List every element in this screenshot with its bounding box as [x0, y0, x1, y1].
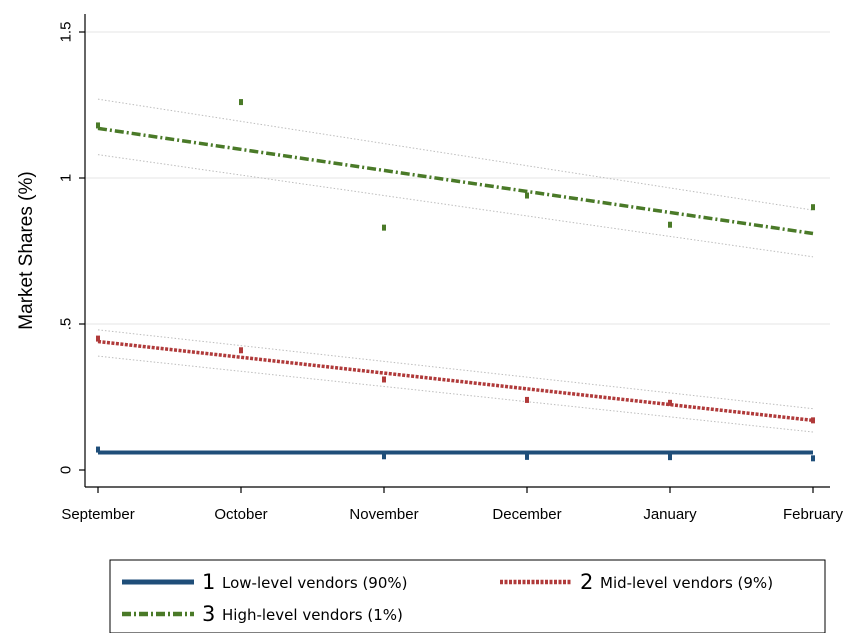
- y-tick-label-2: 1: [57, 174, 74, 182]
- data-point-1-1: [382, 453, 386, 460]
- grid-lines: [85, 31, 830, 325]
- series-lines: [97, 126, 814, 455]
- data-point-2-5: [811, 417, 815, 424]
- ci-band-3-1: [97, 98, 814, 211]
- legend-number-3: 3: [202, 602, 215, 626]
- x-tick-label-3: December: [492, 506, 561, 523]
- data-point-1-3: [668, 454, 672, 461]
- y-axis-ticks: 0 .5 1 1.5: [57, 22, 85, 474]
- legend-number-1: 1: [202, 570, 215, 594]
- data-point-3-1: [239, 99, 243, 106]
- data-point-2-3: [525, 396, 529, 403]
- legend: 1 Low-level vendors (90%) 2 Mid-level vendo…: [109, 559, 826, 633]
- y-axis-title: Market Shares (%): [16, 171, 37, 329]
- data-point-3-5: [811, 204, 815, 211]
- x-tick-label-0: September: [61, 506, 134, 523]
- data-point-2-0: [96, 335, 100, 342]
- confidence-bands: [97, 98, 814, 454]
- legend-item-2: 2 Mid-level vendors (9%): [500, 570, 773, 594]
- legend-item-3: 3 High-level vendors (1%): [122, 602, 403, 626]
- data-points: [96, 99, 815, 462]
- legend-item-1: 1 Low-level vendors (90%): [122, 570, 408, 594]
- x-tick-label-5: February: [783, 506, 844, 523]
- y-tick-label-1: .5: [57, 318, 74, 331]
- y-tick-label-3: 1.5: [57, 22, 74, 43]
- data-point-3-3: [525, 192, 529, 199]
- ci-band-2-0: [97, 355, 814, 433]
- x-tick-label-1: October: [214, 506, 267, 523]
- x-axis-ticks: September October November December January F…: [61, 487, 844, 523]
- data-point-2-2: [382, 376, 386, 383]
- data-point-1-0: [96, 446, 100, 453]
- y-tick-label-0: 0: [57, 466, 74, 474]
- data-point-1-2: [525, 453, 529, 460]
- data-point-1-4: [811, 455, 815, 462]
- legend-box: [109, 559, 826, 633]
- data-point-2-4: [668, 399, 672, 406]
- series-line-2: [97, 339, 814, 423]
- data-point-2-1: [239, 347, 243, 354]
- legend-label-1: Low-level vendors (90%): [222, 574, 408, 592]
- x-tick-label-4: January: [643, 506, 697, 523]
- data-point-3-4: [668, 221, 672, 228]
- legend-number-2: 2: [580, 570, 593, 594]
- legend-label-2: Mid-level vendors (9%): [600, 574, 773, 592]
- data-point-3-2: [382, 224, 386, 231]
- ci-band-2-1: [97, 329, 814, 410]
- ci-band-3-0: [97, 154, 814, 258]
- data-point-3-0: [96, 122, 100, 129]
- x-tick-label-2: November: [349, 506, 418, 523]
- legend-label-3: High-level vendors (1%): [222, 606, 403, 624]
- series-line-3: [97, 126, 814, 236]
